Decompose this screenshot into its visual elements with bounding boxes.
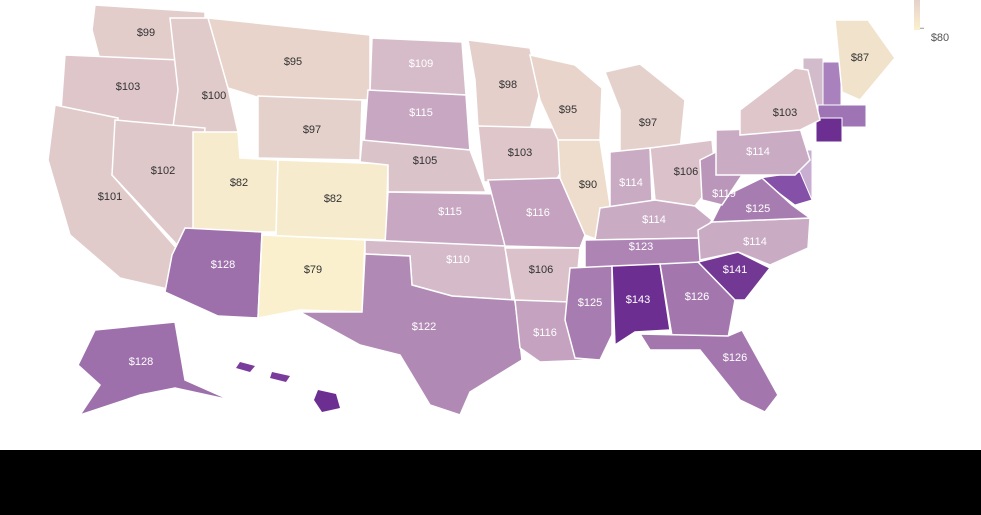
- value-label: $103: [116, 81, 140, 93]
- black-band: [0, 450, 981, 515]
- value-label: $103: [508, 147, 532, 159]
- value-label: $116: [526, 207, 550, 219]
- value-label: $101: [98, 191, 122, 203]
- value-label: $114: [619, 177, 643, 189]
- state-shape: [270, 372, 290, 382]
- value-label: $123: [629, 241, 653, 253]
- value-label: $110: [446, 254, 470, 266]
- value-label: $98: [499, 79, 517, 91]
- value-label: $90: [579, 179, 597, 191]
- state-shape: [487, 177, 586, 249]
- state-shape: [314, 390, 340, 412]
- state-shape: [699, 151, 743, 206]
- state-shape: [236, 362, 255, 372]
- value-label: $106: [674, 166, 698, 178]
- value-label: $128: [129, 356, 153, 368]
- value-label: $116: [533, 327, 557, 339]
- state-shape: [77, 321, 231, 417]
- value-label: $103: [773, 107, 797, 119]
- value-label: $119: [712, 188, 736, 200]
- value-label: $125: [746, 203, 770, 215]
- state-shape: [739, 67, 821, 136]
- value-label: $126: [723, 352, 747, 364]
- value-label: $125: [578, 297, 602, 309]
- value-label: $95: [559, 104, 577, 116]
- value-label: $99: [137, 27, 155, 39]
- state-shape: [815, 117, 843, 143]
- state-shape: [638, 329, 779, 413]
- value-label: $100: [202, 90, 226, 102]
- value-label: $79: [304, 264, 322, 276]
- value-label: $115: [409, 107, 433, 119]
- value-label: $102: [151, 165, 175, 177]
- value-label: $82: [324, 193, 342, 205]
- value-label: $106: [529, 264, 553, 276]
- value-label: $128: [211, 259, 235, 271]
- state-shape: [164, 227, 263, 319]
- value-label: $115: [438, 206, 462, 218]
- state-shape: [257, 234, 366, 319]
- value-label: $97: [639, 117, 657, 129]
- value-label: $82: [230, 177, 248, 189]
- state-shape: [834, 19, 896, 101]
- state-shape: [384, 191, 506, 249]
- state-shape: [299, 253, 523, 416]
- value-label: $109: [409, 58, 433, 70]
- value-label: $87: [851, 52, 869, 64]
- state-shape: [611, 263, 671, 347]
- value-label: $105: [413, 155, 437, 167]
- value-label: $95: [284, 56, 302, 68]
- value-label: $114: [746, 146, 770, 158]
- value-label: $114: [642, 214, 666, 226]
- state-shape: [564, 265, 613, 361]
- value-label: $143: [626, 294, 650, 306]
- value-label: $114: [743, 236, 767, 248]
- colorbar-tick-label: $80: [931, 32, 949, 44]
- value-label: $97: [303, 124, 321, 136]
- colorbar: [914, 0, 920, 30]
- value-label: $126: [685, 291, 709, 303]
- value-label: $122: [412, 321, 436, 333]
- value-label: $141: [723, 264, 747, 276]
